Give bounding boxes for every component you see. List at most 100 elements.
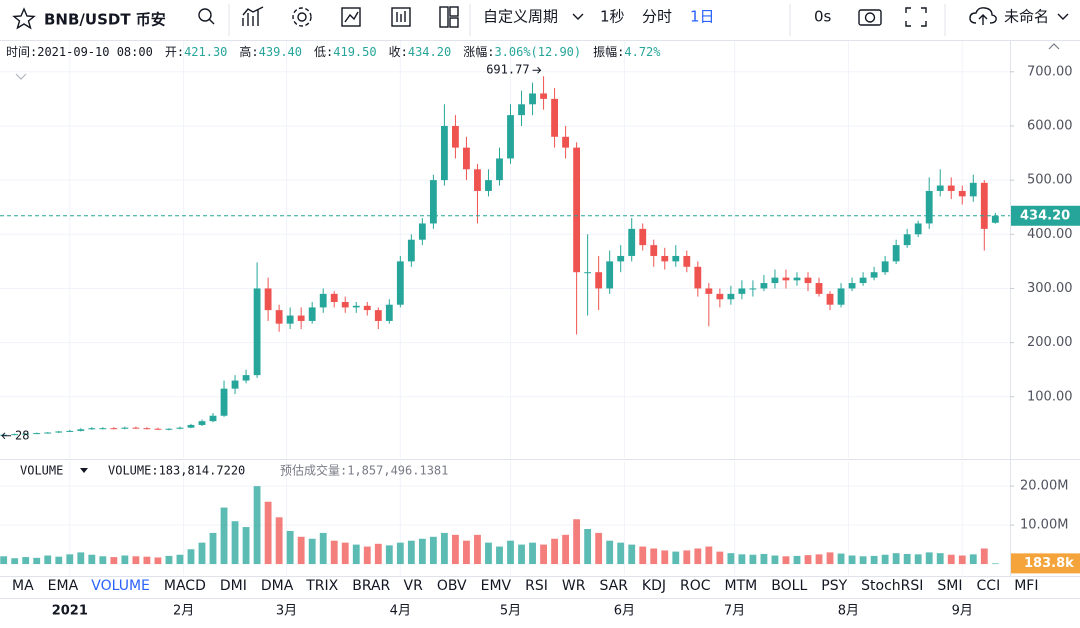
- indicator-tab[interactable]: MA: [12, 578, 34, 594]
- volume-bar: [694, 548, 702, 565]
- last-price-label: 434.20: [1020, 208, 1070, 223]
- indicators-icon[interactable]: [242, 6, 264, 26]
- indicator-tab[interactable]: KDJ: [642, 578, 666, 594]
- indicator-tab[interactable]: MTM: [725, 578, 758, 594]
- volume-bar: [463, 540, 470, 565]
- volume-bar: [947, 554, 955, 565]
- candle-body: [584, 272, 592, 274]
- indicator-tab[interactable]: MFI: [1014, 578, 1038, 594]
- candle-body: [187, 424, 195, 428]
- indicator-tab[interactable]: WR: [562, 578, 586, 594]
- indicator-tab[interactable]: PSY: [821, 578, 847, 594]
- volume-bar: [286, 530, 294, 565]
- dropdown-arrow[interactable]: [80, 468, 88, 473]
- ohlc-info: 时间:2021-09-10 08:00 开:421.30 高:439.40 低:419…: [6, 44, 661, 59]
- indicator-tab[interactable]: ROC: [680, 578, 711, 594]
- timer[interactable]: 0s: [814, 8, 832, 26]
- indicator-tab[interactable]: DMI: [220, 578, 247, 594]
- period-option[interactable]: 分时: [642, 8, 672, 26]
- candle-body: [760, 283, 768, 289]
- indicator-tab[interactable]: BRAR: [352, 578, 390, 594]
- candle-body: [154, 428, 162, 430]
- volume-bar: [815, 554, 823, 565]
- indicator-tab[interactable]: SMI: [937, 578, 962, 594]
- volume-bar: [617, 542, 625, 565]
- volume-bar: [176, 554, 184, 565]
- candle-body: [639, 228, 647, 246]
- indicator-tab[interactable]: VR: [404, 578, 424, 594]
- candle-body: [628, 228, 636, 256]
- volume-bar: [793, 555, 801, 565]
- custom-period[interactable]: 自定义周期: [483, 8, 558, 26]
- candle-body: [275, 310, 283, 324]
- indicator-tab[interactable]: StochRSI: [861, 578, 923, 594]
- layout-name[interactable]: 未命名: [1004, 8, 1049, 26]
- indicator-tab[interactable]: MACD: [164, 578, 206, 594]
- candle-body: [429, 180, 437, 224]
- volume-bar: [385, 545, 393, 565]
- x-tick-label: 6月: [614, 604, 635, 619]
- star-icon[interactable]: [12, 7, 36, 30]
- candle-body: [650, 245, 658, 256]
- indicator-tab[interactable]: DMA: [261, 578, 294, 594]
- indicator-tab[interactable]: EMV: [481, 578, 512, 594]
- compare-icon[interactable]: [341, 7, 361, 27]
- candle-body: [385, 304, 393, 321]
- fullscreen-icon[interactable]: [905, 7, 927, 27]
- dropdown-arrow[interactable]: [572, 13, 584, 20]
- indicator-tab[interactable]: EMA: [48, 578, 79, 594]
- indicator-tab[interactable]: TRIX: [305, 578, 338, 594]
- volume-bar: [110, 557, 118, 565]
- volume-bar: [870, 555, 878, 565]
- indicator-tab[interactable]: SAR: [599, 578, 628, 594]
- volume-bar: [77, 552, 85, 565]
- symbol[interactable]: BNB/USDT 币安: [44, 11, 166, 29]
- cloud-icon[interactable]: [969, 7, 997, 25]
- candle-body: [99, 428, 107, 430]
- candle-body: [947, 185, 955, 191]
- toolbar: BNB/USDT 币安 自定义周期 1秒 分时 1日 0s 未命名: [0, 4, 1080, 41]
- volume-bar: [683, 550, 691, 565]
- volume-bar: [440, 532, 448, 565]
- period-option[interactable]: 1秒: [600, 8, 625, 26]
- candle-body: [55, 431, 63, 433]
- volume-bar: [44, 555, 52, 565]
- template-icon[interactable]: [391, 7, 411, 27]
- candle-body: [881, 261, 889, 273]
- candle-body: [991, 215, 999, 223]
- candle-body: [22, 433, 30, 435]
- indicator-tab[interactable]: BOLL: [771, 578, 807, 594]
- indicator-tab[interactable]: VOLUME: [91, 578, 150, 594]
- volume-bar: [507, 540, 514, 565]
- candle-body: [540, 93, 547, 99]
- period-option[interactable]: 1日: [690, 8, 715, 26]
- collapse-icon[interactable]: [1048, 43, 1060, 50]
- candle-body: [958, 190, 966, 197]
- info-label: 高:: [239, 44, 258, 59]
- volume-name[interactable]: VOLUME: [20, 464, 63, 478]
- volume-bar: [363, 546, 371, 565]
- layout-icon[interactable]: [439, 6, 459, 28]
- volume-bar: [485, 542, 492, 565]
- volume-bar: [804, 555, 812, 565]
- volume-bar: [980, 548, 988, 565]
- candle-body: [870, 272, 878, 278]
- search-icon[interactable]: [198, 8, 215, 25]
- x-tick-label: 9月: [952, 604, 973, 619]
- candle-body: [617, 255, 625, 262]
- volume-tick-label: 10.00M: [1020, 518, 1068, 533]
- x-tick-label: 2021: [52, 604, 88, 619]
- indicator-tab[interactable]: RSI: [525, 578, 548, 594]
- expand-icon[interactable]: [15, 73, 27, 80]
- dropdown-arrow[interactable]: [1057, 13, 1069, 20]
- screenshot-icon[interactable]: [858, 9, 882, 26]
- candle-body: [352, 305, 360, 308]
- volume-bar: [540, 544, 547, 565]
- settings-icon[interactable]: [292, 7, 312, 27]
- candle-body: [661, 255, 669, 262]
- candle-body: [705, 288, 713, 294]
- min-price-marker: 28: [15, 428, 29, 442]
- indicator-tab[interactable]: OBV: [437, 578, 467, 594]
- indicator-tab[interactable]: CCI: [977, 578, 1001, 594]
- volume-bar: [738, 554, 746, 565]
